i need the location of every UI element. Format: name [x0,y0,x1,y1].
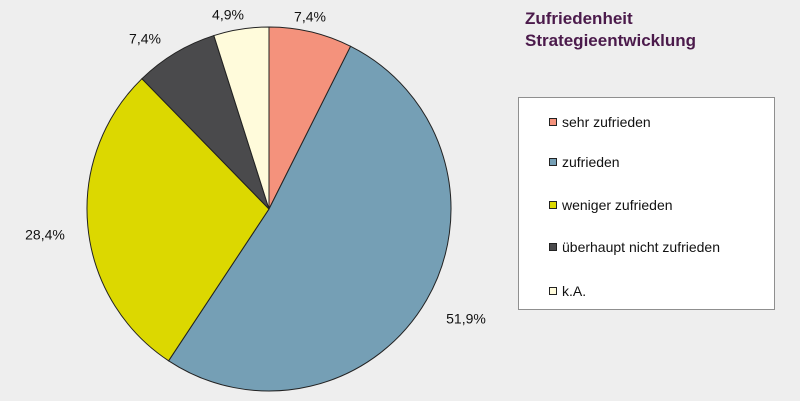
legend-label-sehr-zufrieden: sehr zufrieden [562,114,651,130]
legend-label-zufrieden: zufrieden [562,154,620,170]
data-label-sehr-zufrieden: 7,4% [294,9,326,25]
data-label-zufrieden: 51,9% [446,311,486,327]
chart-title: Zufriedenheit Strategieentwicklung [525,8,696,52]
legend-item-ueberhaupt-nicht-zufrieden: überhaupt nicht zufrieden [549,238,720,256]
legend-label-keine-angabe: k.A. [562,283,587,299]
pie-slice-weniger-zufrieden [86,77,270,362]
pie-slice-keine-angabe [213,26,270,210]
data-label-ueberhaupt-nicht-zufrieden: 7,4% [129,31,161,47]
legend-label-ueberhaupt-nicht-zufrieden: überhaupt nicht zufrieden [562,239,720,255]
legend-item-weniger-zufrieden: weniger zufrieden [549,196,673,214]
legend-swatch-ueberhaupt-nicht-zufrieden [549,243,557,251]
chart-title-line-1: Zufriedenheit [525,9,633,28]
legend-swatch-keine-angabe [549,287,557,295]
legend: sehr zufrieden zufrieden weniger zufried… [518,97,775,310]
data-label-weniger-zufrieden: 28,4% [25,227,65,243]
legend-swatch-weniger-zufrieden [549,201,557,209]
legend-item-keine-angabe: k.A. [549,282,586,300]
legend-swatch-sehr-zufrieden [549,118,557,126]
legend-item-zufrieden: zufrieden [549,153,620,171]
data-label-keine-angabe: 4,9% [212,7,244,23]
legend-swatch-zufrieden [549,158,557,166]
pie-slice-zufrieden [167,45,452,392]
chart-title-line-2: Strategieentwicklung [525,31,696,50]
legend-item-sehr-zufrieden: sehr zufrieden [549,113,651,131]
legend-label-weniger-zufrieden: weniger zufrieden [562,197,673,213]
